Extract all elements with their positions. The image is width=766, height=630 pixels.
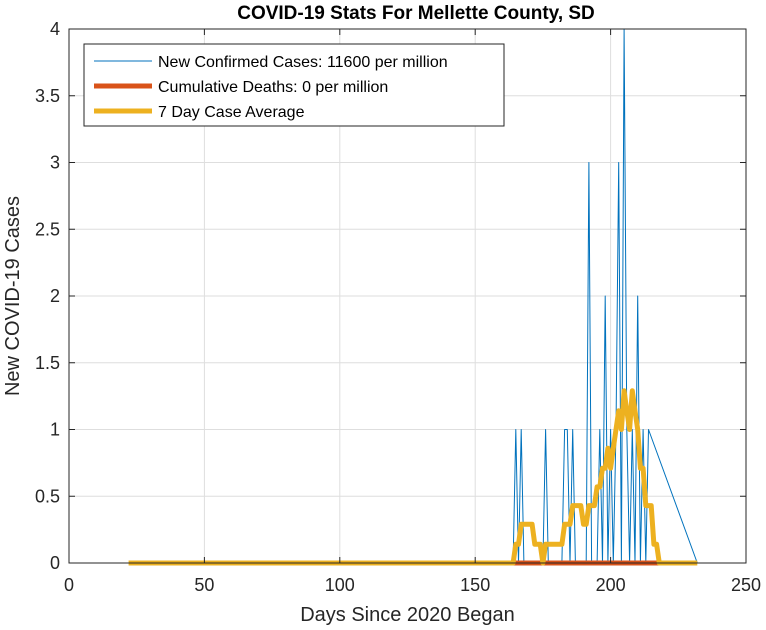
- x-tick-label: 50: [194, 575, 214, 595]
- x-tick-label: 0: [64, 575, 74, 595]
- x-tick-label: 250: [731, 575, 761, 595]
- y-tick-label: 1.5: [35, 353, 60, 373]
- chart-title: COVID-19 Stats For Mellette County, SD: [237, 3, 595, 24]
- legend-label-deaths: Cumulative Deaths: 0 per million: [158, 79, 388, 96]
- tick-labels: 0 50 100 150 200 250 0 0.5 1 1.5 2 2.5 3 3.5 4: [35, 19, 761, 595]
- y-tick-label: 3: [50, 153, 60, 173]
- x-axis-label: Days Since 2020 Began: [300, 604, 515, 626]
- x-tick-label: 200: [596, 575, 626, 595]
- y-tick-label: 4: [50, 19, 60, 39]
- legend-box: [83, 43, 505, 127]
- y-axis-label: New COVID-19 Cases: [2, 196, 24, 396]
- y-tick-label: 2.5: [35, 219, 60, 239]
- legend: New Confirmed Cases: 11600 per million C…: [83, 43, 505, 127]
- x-tick-label: 100: [325, 575, 355, 595]
- ticks: [68, 28, 747, 564]
- y-tick-label: 1: [50, 420, 60, 440]
- legend-label-new-cases: New Confirmed Cases: 11600 per million: [158, 54, 448, 71]
- y-tick-label: 0: [50, 553, 60, 573]
- legend-label-7-day-average: 7 Day Case Average: [158, 104, 305, 121]
- y-tick-label: 3.5: [35, 86, 60, 106]
- y-tick-label: 2: [50, 286, 60, 306]
- y-tick-label: 0.5: [35, 486, 60, 506]
- series-7-day-average-line: [128, 388, 698, 566]
- x-tick-label: 150: [460, 575, 490, 595]
